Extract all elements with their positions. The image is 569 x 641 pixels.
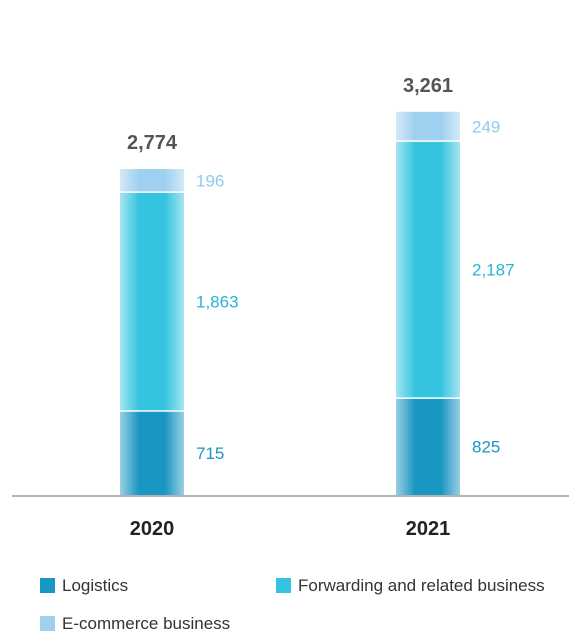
category-tick-label: 2020 <box>130 518 175 540</box>
bar-segment-shade-2-2021 <box>396 111 460 142</box>
legend-swatch <box>40 616 55 631</box>
legend-swatch <box>276 578 291 593</box>
segment-value-label: 1,863 <box>196 293 239 312</box>
segment-value-label: 825 <box>472 438 500 457</box>
legend-label: Logistics <box>62 576 128 595</box>
legend-label: E-commerce business <box>62 614 230 633</box>
bar-total-label: 3,261 <box>403 75 453 97</box>
legend-swatch <box>40 578 55 593</box>
legend-label: Forwarding and related business <box>298 576 545 595</box>
segment-value-label: 196 <box>196 172 224 191</box>
bar-total-label: 2,774 <box>127 132 178 154</box>
bar-segment-shade-0-2021 <box>396 398 460 495</box>
segment-value-label: 2,187 <box>472 261 515 280</box>
bar-segment-shade-0-2020 <box>120 410 184 495</box>
bar-segment-shade-1-2021 <box>396 141 460 399</box>
bar-segment-shade-2-2020 <box>120 169 184 193</box>
bar-segment-shade-1-2020 <box>120 192 184 411</box>
segment-value-label: 715 <box>196 444 224 463</box>
category-tick-label: 2021 <box>406 518 451 540</box>
segment-value-label: 249 <box>472 117 500 136</box>
